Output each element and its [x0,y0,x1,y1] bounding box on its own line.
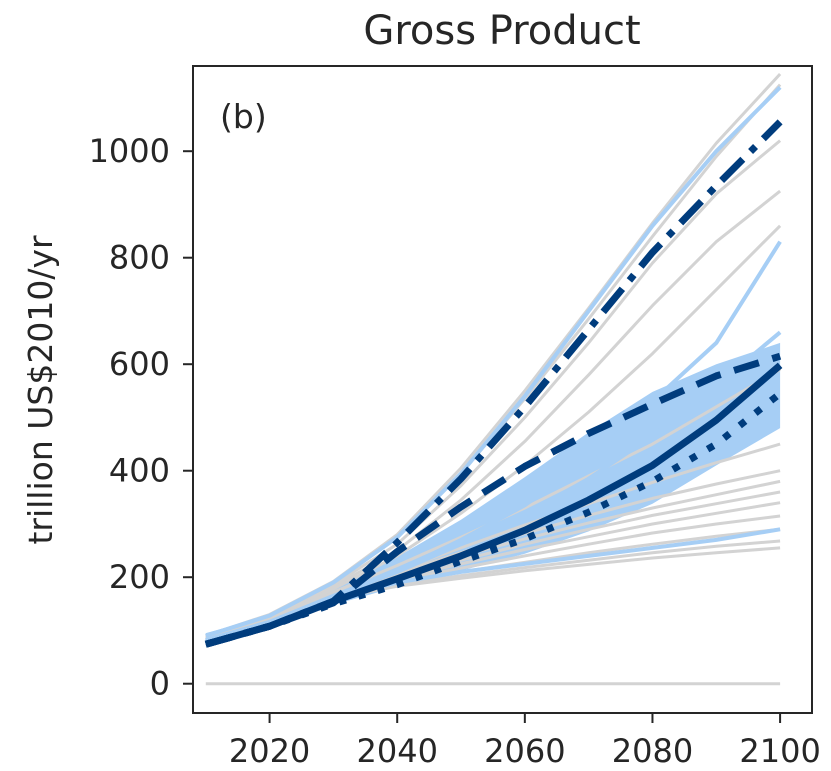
y-axis-label: trillion US$2010/yr [21,235,60,545]
x-tick-label: 2080 [612,732,693,770]
y-tick-label: 1000 [89,132,170,170]
chart-title: Gross Product [363,8,640,54]
y-tick-label: 0 [150,665,170,703]
x-tick-label: 2040 [356,732,437,770]
y-tick-label: 600 [109,345,170,383]
x-tick-label: 2060 [484,732,565,770]
highlight-run-3 [205,85,782,638]
y-tick-label: 800 [109,239,170,277]
x-tick-label: 2100 [739,732,820,770]
plot-area [204,72,783,686]
series-line-dashdot [204,119,783,648]
axes: 2020 2040 2060 2080 2100 0 200 400 600 800 1000 [89,132,821,770]
highlight-run-2 [205,240,782,642]
uncertainty-band [205,342,781,647]
panel-label: (b) [220,97,267,136]
y-tick-label: 400 [109,452,170,490]
y-tick-label: 200 [109,558,170,596]
x-tick-label: 2020 [229,732,310,770]
plot-frame [192,65,813,714]
